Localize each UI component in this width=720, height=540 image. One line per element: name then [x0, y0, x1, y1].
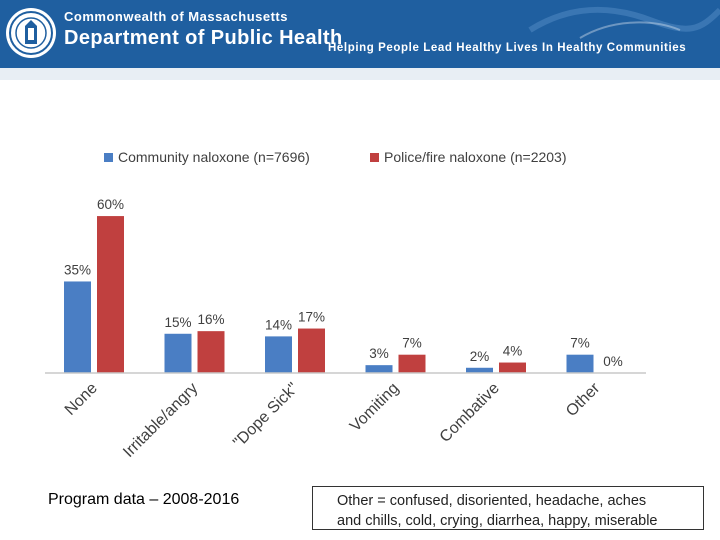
- x-tick-label-2: Irritable/angry: [120, 380, 201, 461]
- data-label-2-6: 0%: [603, 354, 623, 369]
- bar-1-6: [566, 354, 594, 373]
- data-source-label: Program data – 2008-2016: [48, 491, 240, 508]
- legend-label-2: Police/fire naloxone (n=2203): [384, 149, 567, 165]
- x-axis-labels: None Irritable/angry "Dope Sick" Vomiting Co…: [62, 379, 604, 461]
- data-label-1-6: 7%: [570, 336, 590, 351]
- bar-2-4: [398, 354, 426, 373]
- chart-bars: 35% 60% 15% 16% 14% 17% 3% 7% 2% 4% 7% 0%: [64, 197, 623, 373]
- org-name-line1: Commonwealth of Massachusetts: [64, 9, 288, 24]
- data-label-1-1: 35%: [64, 262, 91, 277]
- x-tick-label-1: None: [62, 380, 101, 419]
- bar-2-1: [97, 216, 124, 373]
- bar-1-1: [64, 281, 91, 373]
- data-label-2-5: 4%: [503, 344, 523, 359]
- data-label-1-5: 2%: [470, 349, 490, 364]
- legend-swatch-1: [104, 153, 113, 162]
- tagline: Helping People Lead Healthy Lives In Hea…: [328, 42, 687, 54]
- bar-2-5: [499, 362, 526, 373]
- data-label-1-3: 14%: [265, 317, 292, 332]
- x-tick-label-5: Combative: [437, 380, 503, 446]
- state-seal-icon: [6, 8, 56, 58]
- note-line-1: Other = confused, disoriented, headache,…: [337, 493, 647, 509]
- bar-1-2: [164, 333, 192, 373]
- x-tick-label-6: Other: [563, 379, 604, 420]
- bar-1-3: [265, 336, 292, 373]
- bar-2-2: [197, 331, 225, 373]
- bar-chart: Community naloxone (n=7696) Police/fire n…: [45, 149, 646, 461]
- chart-legend: Community naloxone (n=7696) Police/fire n…: [104, 149, 567, 165]
- x-tick-label-3: "Dope Sick": [230, 380, 302, 452]
- header-banner: Commonwealth of Massachusetts Department…: [0, 0, 720, 68]
- data-label-2-2: 16%: [197, 312, 224, 327]
- data-label-2-4: 7%: [402, 336, 422, 351]
- bar-1-4: [365, 365, 393, 373]
- data-label-2-1: 60%: [97, 197, 124, 212]
- legend-swatch-2: [370, 153, 379, 162]
- x-tick-label-4: Vomiting: [347, 380, 402, 435]
- note-line-2: and chills, cold, crying, diarrhea, happ…: [337, 513, 658, 529]
- other-definition-note: Other = confused, disoriented, headache,…: [312, 486, 704, 530]
- bar-1-5: [466, 367, 493, 373]
- bar-2-3: [298, 328, 325, 373]
- legend-label-1: Community naloxone (n=7696): [118, 149, 310, 165]
- data-label-1-4: 3%: [369, 346, 389, 361]
- decorative-swirl: [528, 6, 720, 39]
- data-label-1-2: 15%: [164, 315, 191, 330]
- org-name-line2: Department of Public Health: [64, 27, 343, 49]
- data-label-2-3: 17%: [298, 310, 325, 325]
- banner-divider: [0, 68, 720, 80]
